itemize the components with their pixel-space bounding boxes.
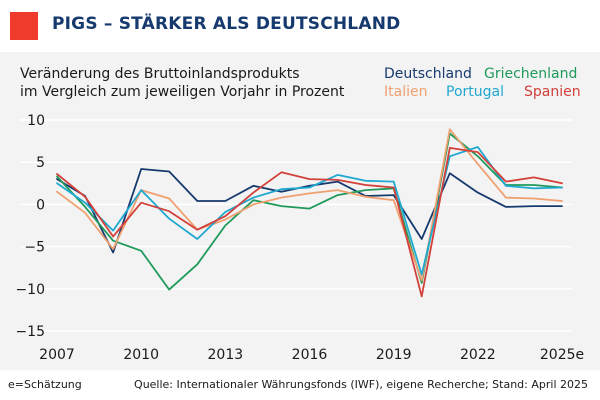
legend-italien: Italien xyxy=(384,84,427,100)
header: PIGS – STÄRKER ALS DEUTSCHLAND xyxy=(0,0,600,52)
y-tick-labels: 10 5 0 −5 −10 −15 xyxy=(15,113,45,340)
x-tick-2016: 2016 xyxy=(292,347,328,363)
series-line-spanien xyxy=(56,147,563,298)
x-tick-2019: 2019 xyxy=(376,347,412,363)
estimate-note: e=Schätzung xyxy=(8,378,82,391)
y-tick--10: −10 xyxy=(15,282,45,298)
legend-deutschland: Deutschland xyxy=(384,66,472,82)
x-tick-2013: 2013 xyxy=(208,347,244,363)
y-tick-10: 10 xyxy=(27,113,45,129)
gdp-line-chart: 10 5 0 −5 −10 −15 2007 2010 2013 2016 2019 2022 202… xyxy=(15,66,584,363)
header-accent-square xyxy=(10,12,38,40)
legend-spanien: Spanien xyxy=(524,84,581,100)
series-line-griechenland xyxy=(56,132,563,291)
chart-title: Veränderung des Bruttoinlandsprodukts im … xyxy=(20,66,345,100)
legend-portugal: Portugal xyxy=(446,84,504,100)
x-tick-2025e: 2025e xyxy=(540,347,584,363)
x-tick-2007: 2007 xyxy=(39,347,75,363)
x-tick-2022: 2022 xyxy=(460,347,496,363)
legend-griechenland: Griechenland xyxy=(484,66,577,82)
grid-lines xyxy=(20,119,572,332)
x-tick-labels: 2007 2010 2013 2016 2019 2022 2025e xyxy=(39,347,584,363)
series-lines xyxy=(56,128,563,298)
y-tick-5: 5 xyxy=(36,155,45,171)
chart-panel: 10 5 0 −5 −10 −15 2007 2010 2013 2016 2019 2022 202… xyxy=(0,52,600,370)
chart-title-line-1: Veränderung des Bruttoinlandsprodukts xyxy=(20,66,300,82)
x-tick-2010: 2010 xyxy=(123,347,159,363)
chart-title-line-2: im Vergleich zum jeweiligen Vorjahr in P… xyxy=(20,84,345,100)
series-line-deutschland xyxy=(56,168,563,254)
y-tick--15: −15 xyxy=(15,324,45,340)
series-line-portugal xyxy=(56,146,563,276)
y-tick-0: 0 xyxy=(36,197,45,213)
y-tick--5: −5 xyxy=(24,240,45,256)
source-note: Quelle: Internationaler Währungsfonds (I… xyxy=(134,378,588,391)
page-title: PIGS – STÄRKER ALS DEUTSCHLAND xyxy=(52,14,401,34)
legend: Deutschland Griechenland Italien Portugal Sp… xyxy=(384,66,581,100)
